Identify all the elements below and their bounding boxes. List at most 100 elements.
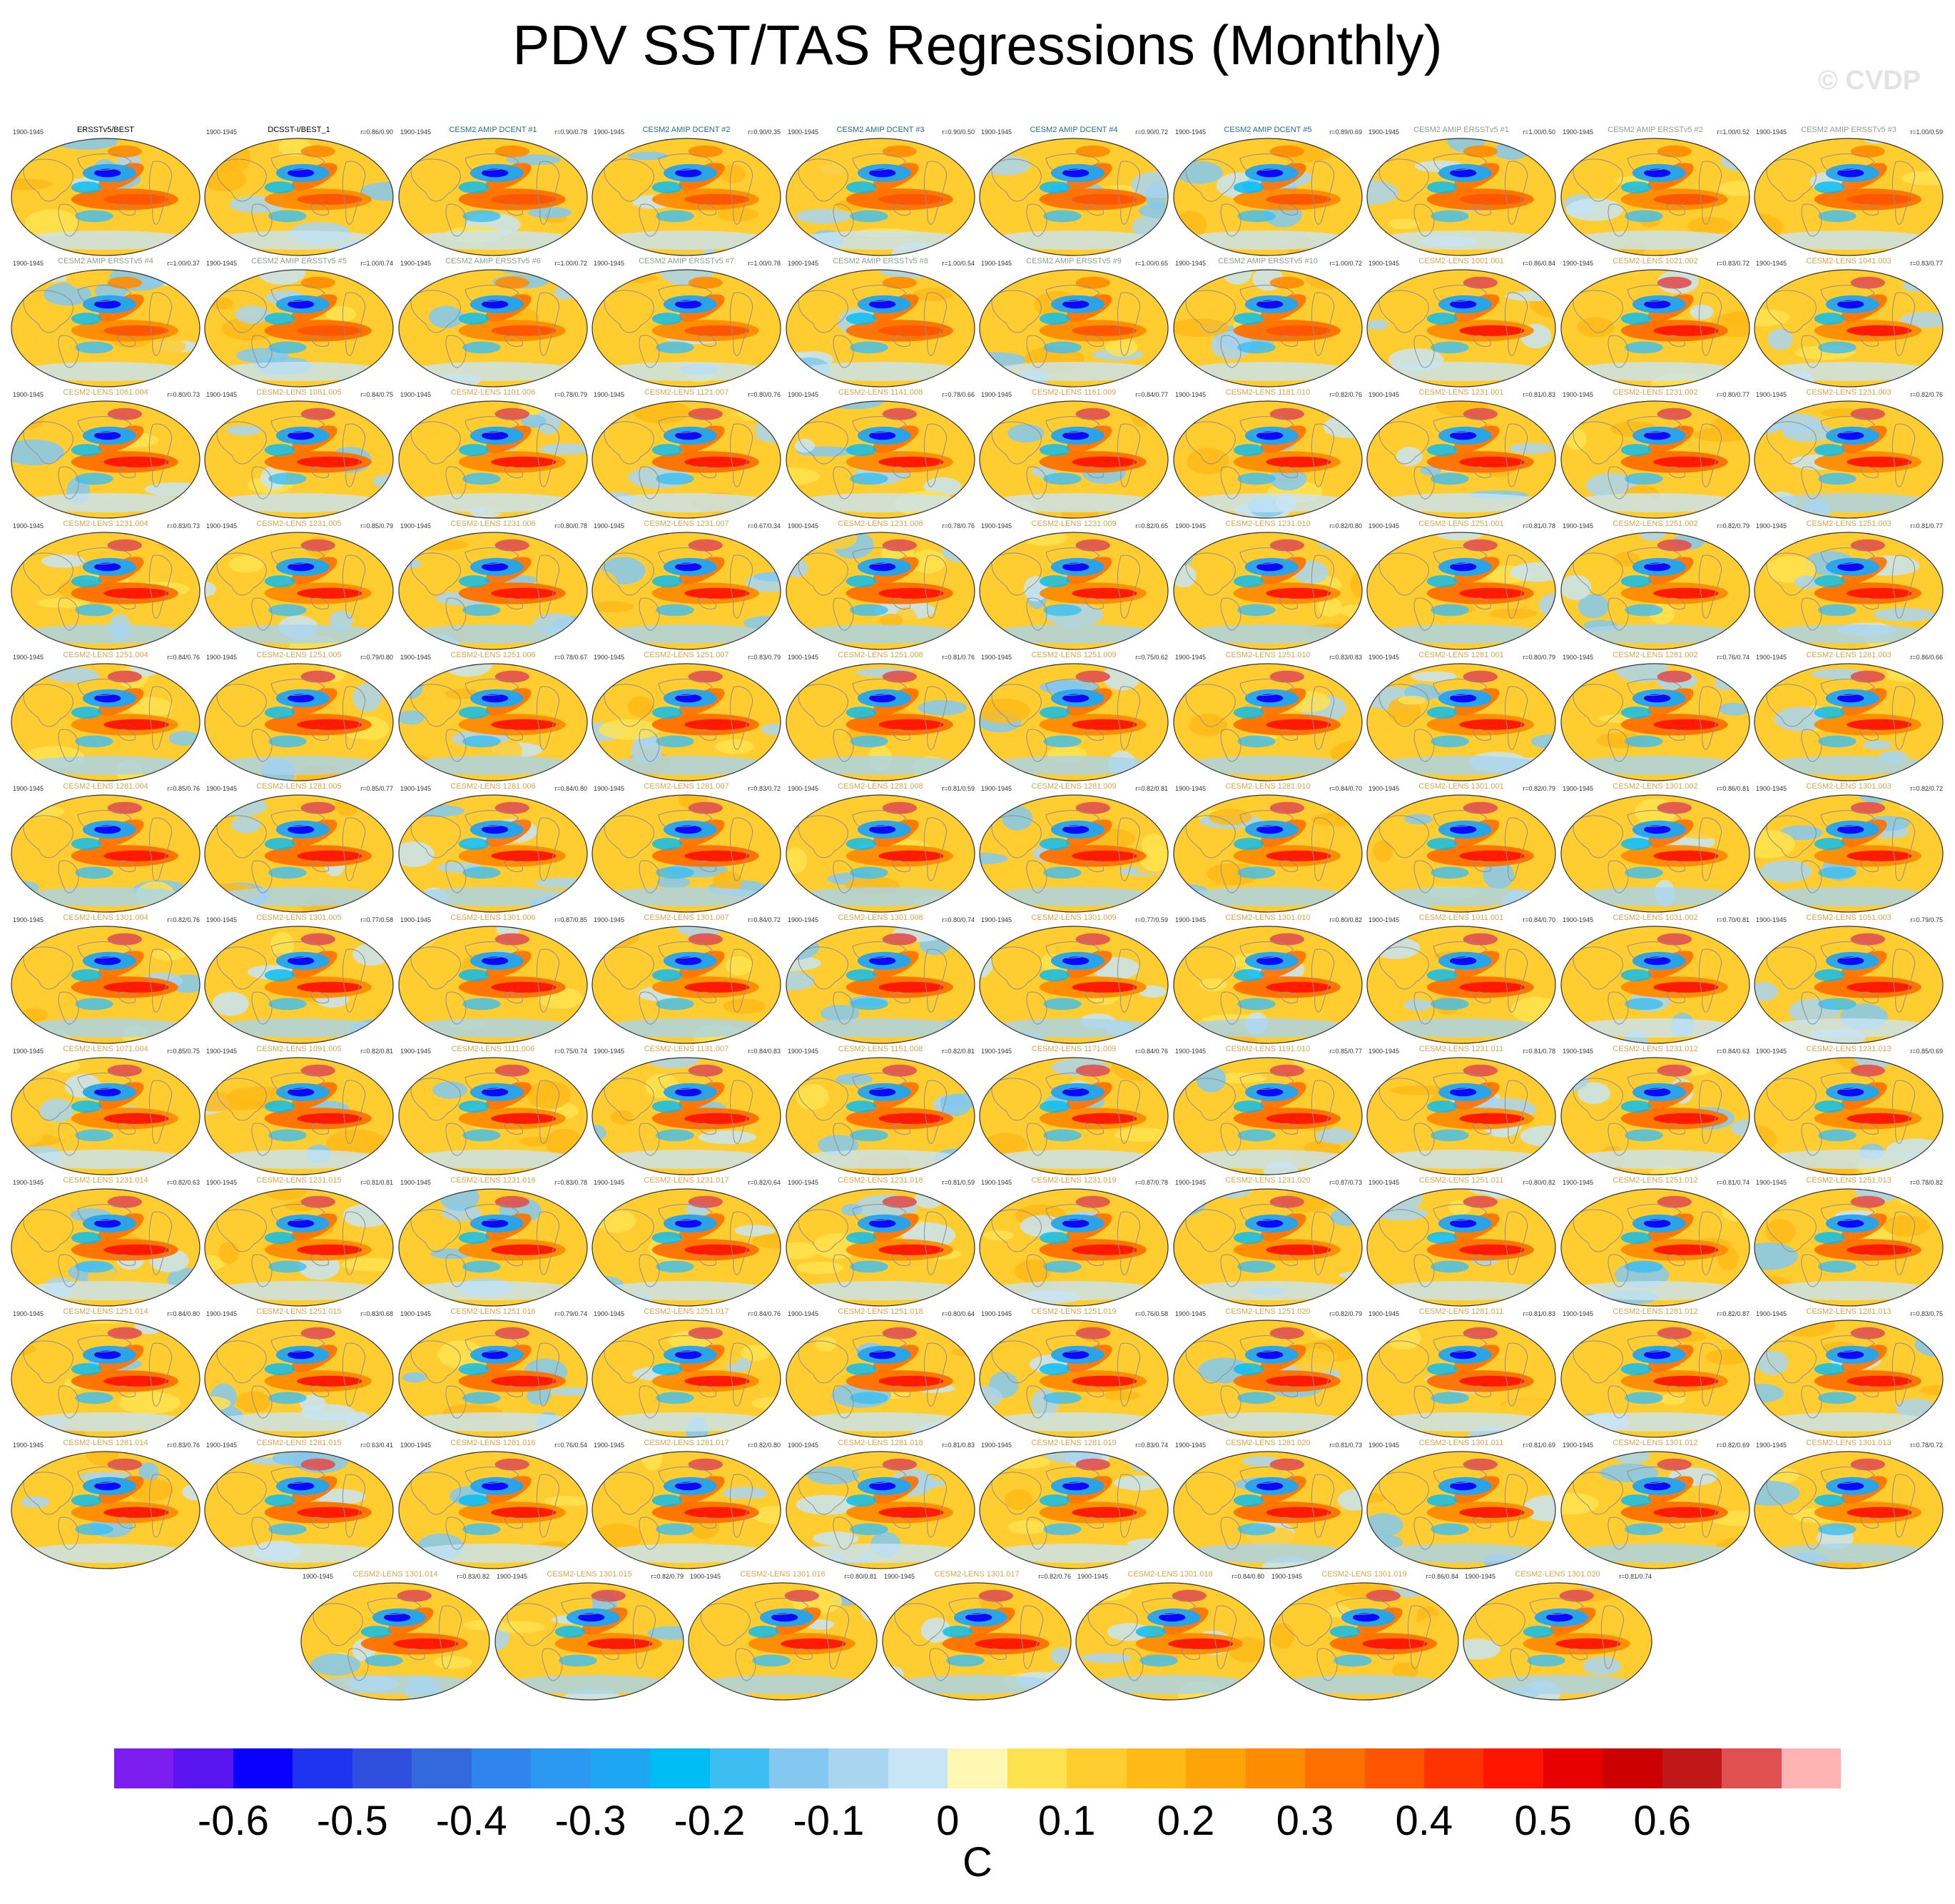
- panel-title: CESM2-LENS 1281.003: [1806, 651, 1891, 659]
- colorbar-swatch: [352, 1748, 412, 1788]
- anomaly-patch: [1755, 308, 1790, 327]
- panel-correlation-label: r=0.82/0.80: [748, 1442, 781, 1449]
- map-outline: [786, 1188, 975, 1307]
- panel-period-label: 1900-1945: [1175, 391, 1207, 398]
- equatorial-core-anomaly: [878, 193, 944, 205]
- map-outline: [979, 1057, 1169, 1175]
- coastline: [504, 1123, 523, 1135]
- southern-ocean-band: [213, 887, 385, 906]
- map-panel: 1900-1945 CESM2-LENS 1011.001 r=0.84/0.70: [1366, 913, 1557, 1045]
- anomaly-patch: [879, 613, 903, 627]
- anomaly-patch: [1330, 1227, 1362, 1254]
- panel-title: CESM2-LENS 1251.015: [256, 1307, 342, 1316]
- anomaly-patch: [13, 1068, 34, 1085]
- coastline: [852, 153, 907, 172]
- panel-correlation-label: r=0.85/0.75: [167, 1048, 200, 1055]
- map-panel: 1900-1945 CESM2-LENS 1281.009 r=0.82/0.81: [978, 782, 1169, 913]
- map-outline: [11, 138, 200, 256]
- coastline: [798, 1078, 848, 1121]
- colorbar-units-label: C: [963, 1839, 992, 1885]
- panel-period-label: 1900-1945: [206, 128, 238, 136]
- map-panel: 1900-1945 CESM2-LENS 1251.002 r=0.82/0.79: [1560, 520, 1751, 651]
- alaska-warm-anomaly: [1075, 407, 1110, 420]
- coastline: [1608, 860, 1629, 893]
- coastline: [1336, 1598, 1391, 1616]
- anomaly-patch: [1489, 608, 1538, 619]
- equatorial-core-anomaly: [1847, 193, 1912, 205]
- panel-correlation-label: r=0.86/0.84: [1523, 260, 1555, 267]
- panel-correlation-label: r=0.79/0.80: [360, 654, 393, 661]
- map-outline: [1366, 1188, 1556, 1307]
- map-panel: 1900-1945 CESM2-LENS 1251.008 r=0.81/0.76: [785, 651, 976, 782]
- panel-correlation-label: r=0.82/0.79: [1329, 1310, 1362, 1317]
- panel-title: CESM2 AMIP ERSSTv5 #10: [1218, 257, 1318, 265]
- north-pacific-cold-core: [577, 1613, 605, 1622]
- panel-title: CESM2-LENS 1301.015: [547, 1570, 632, 1579]
- map-panel: 1900-1945 CESM2-LENS 1301.014 r=0.83/0.82: [300, 1570, 491, 1701]
- north-pacific-cold-core: [1449, 431, 1477, 440]
- coastline: [1472, 597, 1491, 609]
- map-outline: [688, 1582, 878, 1701]
- coastline: [639, 203, 660, 237]
- southern-ocean-band: [1375, 756, 1548, 775]
- equatorial-core-anomaly: [1266, 1113, 1331, 1124]
- coastline: [1026, 1254, 1047, 1287]
- north-pacific-cold-core: [1643, 956, 1671, 966]
- anomaly-patch: [592, 601, 634, 613]
- equatorial-core-anomaly: [1072, 981, 1137, 993]
- anomaly-patch: [1885, 671, 1941, 682]
- coastline: [1859, 1254, 1879, 1266]
- panel-correlation-label: r=0.85/0.77: [1329, 1048, 1362, 1055]
- southern-ocean-band: [407, 887, 579, 906]
- west-pacific-cool-anomaly: [1620, 969, 1652, 981]
- coastline: [1820, 1073, 1875, 1091]
- panel-period-label: 1900-1945: [594, 916, 625, 923]
- colorbar-tick-label: -0.4: [435, 1798, 507, 1844]
- panel-period-label: 1900-1945: [1368, 128, 1400, 136]
- alaska-warm-anomaly: [300, 1064, 335, 1077]
- panel-period-label: 1900-1945: [206, 1310, 238, 1317]
- anomaly-patch: [263, 1189, 308, 1200]
- coastline: [798, 552, 848, 596]
- anomaly-patch: [1367, 1513, 1403, 1537]
- coastline: [1891, 423, 1916, 487]
- coastline: [1378, 290, 1429, 333]
- map-outline: [1754, 1057, 1944, 1175]
- west-pacific-cool-anomaly: [1620, 1363, 1652, 1375]
- regression-map: [1754, 1320, 1944, 1438]
- west-pacific-cool-anomaly: [846, 181, 877, 193]
- panel-title: CESM2 AMIP DCENT #4: [1030, 126, 1118, 134]
- panel-period-label: 1900-1945: [788, 522, 819, 530]
- anomaly-patch: [1396, 447, 1423, 467]
- anomaly-patch: [1398, 695, 1426, 705]
- panel-correlation-label: r=0.82/0.76: [1038, 1573, 1071, 1580]
- panel-correlation-label: r=0.82/0.79: [1523, 785, 1555, 792]
- map-panel: 1900-1945 CESM2-LENS 1021.002 r=0.83/0.72: [1560, 257, 1751, 388]
- panel-correlation-label: r=1.00/0.54: [942, 260, 975, 267]
- alaska-warm-anomaly: [1269, 539, 1304, 552]
- south-pacific-cool-anomaly: [1043, 210, 1082, 223]
- alaska-warm-anomaly: [107, 1327, 142, 1340]
- coastline: [833, 1516, 854, 1550]
- colorbar-tick-label: -0.6: [197, 1798, 269, 1844]
- anomaly-patch: [226, 425, 261, 436]
- south-pacific-cool-anomaly: [850, 341, 888, 354]
- southern-ocean-band: [503, 1675, 676, 1694]
- equatorial-core-anomaly: [103, 1375, 169, 1387]
- west-pacific-cool-anomaly: [1233, 1494, 1264, 1507]
- panel-period-label: 1900-1945: [206, 916, 238, 923]
- north-pacific-cold-core: [1062, 562, 1090, 572]
- panel-correlation-label: r=0.80/0.76: [748, 391, 781, 398]
- panel-period-label: 1900-1945: [400, 654, 432, 661]
- southern-ocean-band: [19, 887, 192, 906]
- panel-period-label: 1900-1945: [981, 785, 1012, 792]
- panel-period-label: 1900-1945: [400, 1310, 432, 1317]
- anomaly-patch: [592, 1320, 602, 1329]
- anomaly-patch: [547, 139, 577, 151]
- coastline: [1510, 1648, 1531, 1681]
- west-pacific-cool-anomaly: [264, 1232, 295, 1244]
- anomaly-patch: [1139, 844, 1168, 872]
- anomaly-patch: [325, 305, 357, 323]
- coastline: [1413, 1123, 1435, 1156]
- coastline: [1801, 991, 1822, 1025]
